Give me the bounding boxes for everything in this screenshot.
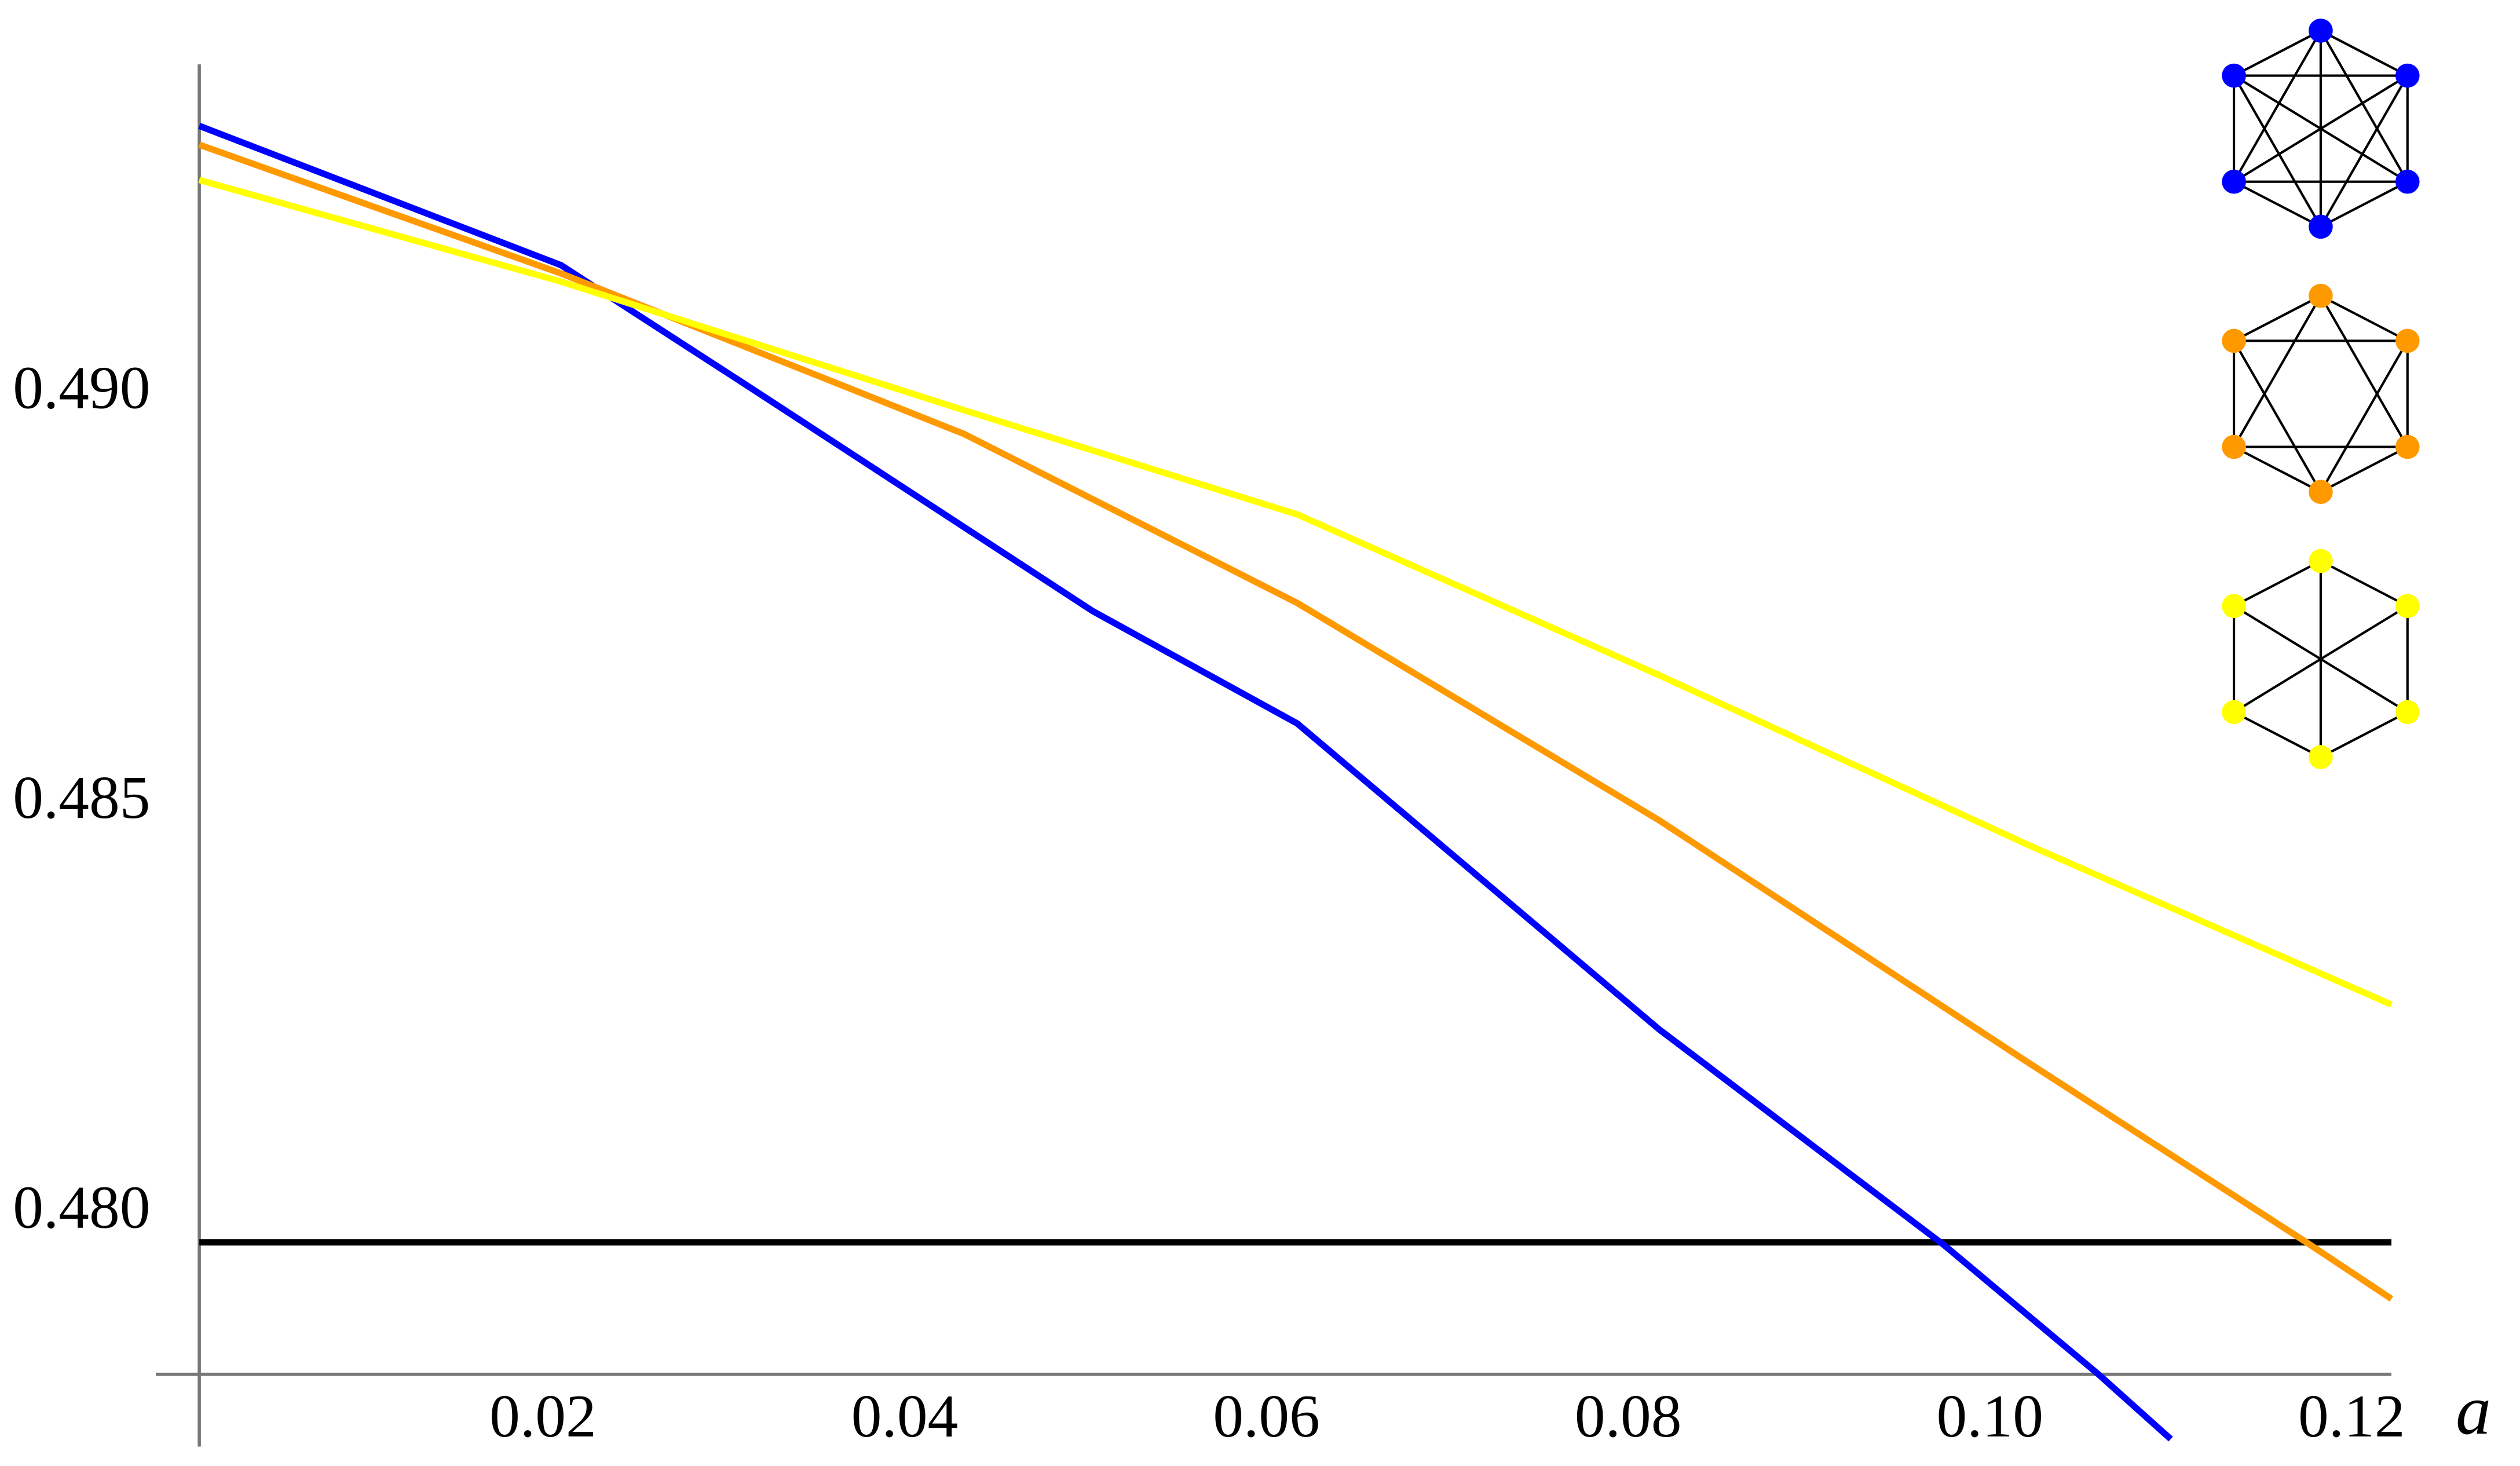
legend-edge [2233,711,2321,758]
legend-node [2222,328,2246,353]
legend-node [2309,19,2333,43]
x-axis-label: a [2456,1372,2491,1450]
series-line [198,177,2393,1008]
legend-edge [2320,75,2409,228]
legend-node [2395,169,2420,194]
legend-edge [2233,294,2321,342]
legend-edge [2233,75,2322,228]
legend-edge [2233,340,2322,493]
legend-edge [2320,30,2409,182]
legend-edge [2233,74,2408,183]
legend-node [2222,63,2246,88]
legend-edge [2233,605,2408,714]
legend-edge [2233,180,2321,228]
legend-edge [2233,560,2321,608]
legend-edge [2320,711,2408,758]
y-tick-label: 0.490 [13,353,150,421]
legend-node [2309,214,2333,239]
legend-node [2309,549,2333,573]
legend-edge [2233,445,2321,493]
legend-node [2395,434,2420,459]
legend-node [2222,700,2246,725]
x-tick-label: 0.08 [1575,1382,1682,1450]
legend-edge [2320,295,2409,448]
series-line [198,123,2173,1442]
x-tick-label: 0.12 [2298,1382,2405,1450]
legend-node [2309,745,2333,769]
x-tick-label: 0.06 [1213,1382,1320,1450]
y-tick-label: 0.480 [13,1173,150,1241]
legend-node [2309,480,2333,504]
legend-node [2395,594,2420,619]
legend-node [2395,63,2420,88]
legend-node [2222,169,2246,194]
legend-node [2395,700,2420,725]
legend-node [2222,594,2246,619]
x-tick-label: 0.04 [851,1382,959,1450]
legend-edge [2320,560,2408,608]
legend-node [2395,328,2420,353]
legend-edge [2320,180,2408,228]
legend-edge [2233,30,2322,182]
legend-edge [2233,295,2322,448]
y-tick-label: 0.485 [13,763,150,831]
legend-edge [2320,294,2408,342]
legend-edge [2320,445,2408,493]
legend-node [2222,434,2246,459]
legend-edge [2320,30,2408,77]
x-tick-label: 0.10 [1936,1382,2043,1450]
legend-edge [2233,30,2321,77]
legend-edge [2320,340,2409,493]
legend-node [2309,283,2333,308]
x-tick-label: 0.02 [489,1382,597,1450]
